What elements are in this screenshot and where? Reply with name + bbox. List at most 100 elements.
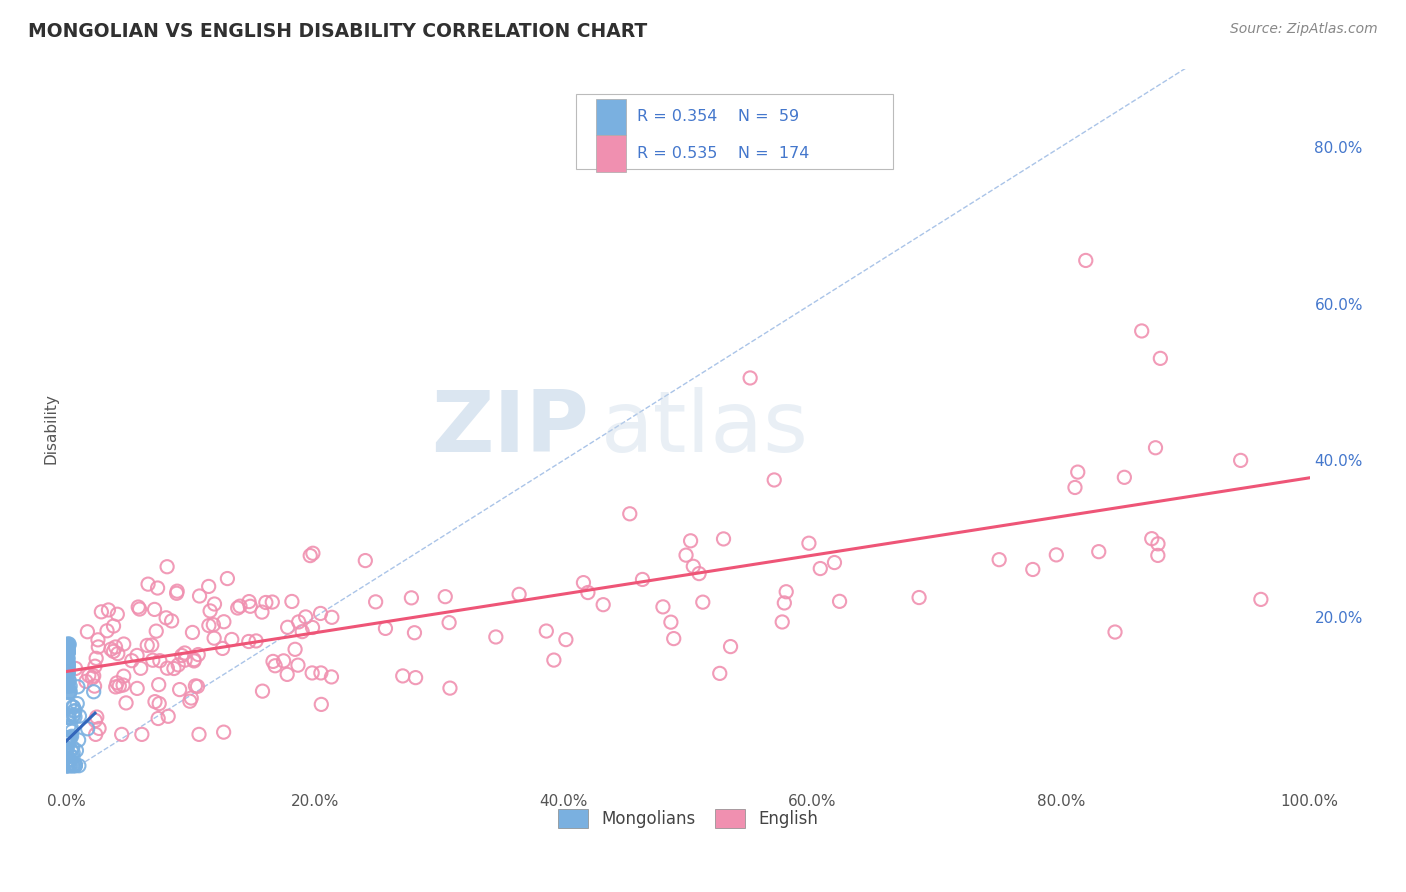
Point [508, 587, 530, 601]
Point [55, 652, 77, 666]
Point [62, 740, 84, 755]
Point [1074, 253, 1097, 268]
Point [238, 634, 260, 648]
Point [1147, 537, 1170, 551]
Point [374, 621, 396, 635]
Point [112, 678, 135, 692]
FancyBboxPatch shape [576, 94, 893, 169]
Text: ZIP: ZIP [430, 387, 589, 470]
Point [65, 661, 87, 675]
Point [115, 696, 138, 710]
Point [145, 624, 167, 639]
Point [321, 670, 343, 684]
Point [202, 617, 225, 632]
Point [55, 645, 77, 659]
Point [60, 729, 83, 743]
Point [129, 661, 152, 675]
Point [1064, 480, 1087, 494]
Point [143, 602, 166, 616]
Point [197, 579, 219, 593]
Point [1144, 441, 1167, 455]
Point [245, 634, 267, 648]
Point [127, 600, 149, 615]
Point [60, 720, 83, 734]
Point [56, 642, 79, 657]
Point [84, 659, 107, 673]
Point [96, 624, 118, 638]
Point [1114, 470, 1136, 484]
Point [56, 733, 79, 747]
Text: atlas: atlas [600, 387, 808, 470]
Point [1022, 562, 1045, 576]
Point [212, 615, 235, 629]
Point [720, 640, 742, 654]
Point [56, 755, 79, 769]
Point [823, 556, 845, 570]
Point [141, 638, 163, 652]
Point [166, 586, 188, 600]
Point [572, 575, 595, 590]
Point [287, 615, 309, 629]
Point [1067, 465, 1090, 479]
Point [58, 733, 80, 747]
Point [65, 757, 87, 772]
Point [62, 746, 84, 760]
Point [188, 589, 211, 603]
Point [60, 724, 83, 739]
Point [65, 743, 87, 757]
Point [204, 597, 226, 611]
Point [56, 659, 79, 673]
Point [1140, 532, 1163, 546]
Point [67, 758, 90, 772]
Point [276, 667, 298, 681]
Point [238, 594, 260, 608]
Point [619, 507, 641, 521]
Point [55, 643, 77, 657]
Point [146, 581, 169, 595]
Point [55, 660, 77, 674]
Point [58, 719, 80, 733]
Point [58, 752, 80, 766]
Point [631, 573, 654, 587]
Point [105, 607, 128, 622]
Point [111, 727, 134, 741]
Point [808, 561, 831, 575]
Point [76, 722, 98, 736]
Point [56, 739, 79, 753]
Point [405, 671, 427, 685]
Point [104, 640, 127, 654]
Point [709, 666, 731, 681]
Point [62, 700, 84, 714]
Point [149, 654, 172, 668]
Point [262, 595, 284, 609]
Point [287, 658, 309, 673]
Point [86, 710, 108, 724]
Point [211, 641, 233, 656]
Point [198, 618, 221, 632]
Text: R = 0.354    N =  59: R = 0.354 N = 59 [637, 109, 799, 124]
Point [62, 704, 84, 718]
Point [184, 679, 207, 693]
Point [56, 731, 79, 745]
Point [62, 699, 84, 714]
Point [56, 758, 79, 772]
Point [131, 727, 153, 741]
Point [988, 552, 1011, 566]
Point [60, 758, 83, 772]
Point [543, 653, 565, 667]
Point [62, 750, 84, 764]
Point [354, 553, 377, 567]
Point [212, 725, 235, 739]
Point [187, 648, 209, 662]
Point [652, 599, 675, 614]
Point [364, 595, 387, 609]
Point [404, 625, 426, 640]
Point [299, 549, 322, 563]
Point [675, 548, 697, 562]
Point [252, 684, 274, 698]
Point [87, 722, 110, 736]
Point [58, 685, 80, 699]
Point [143, 695, 166, 709]
Point [65, 758, 87, 772]
Point [1250, 592, 1272, 607]
